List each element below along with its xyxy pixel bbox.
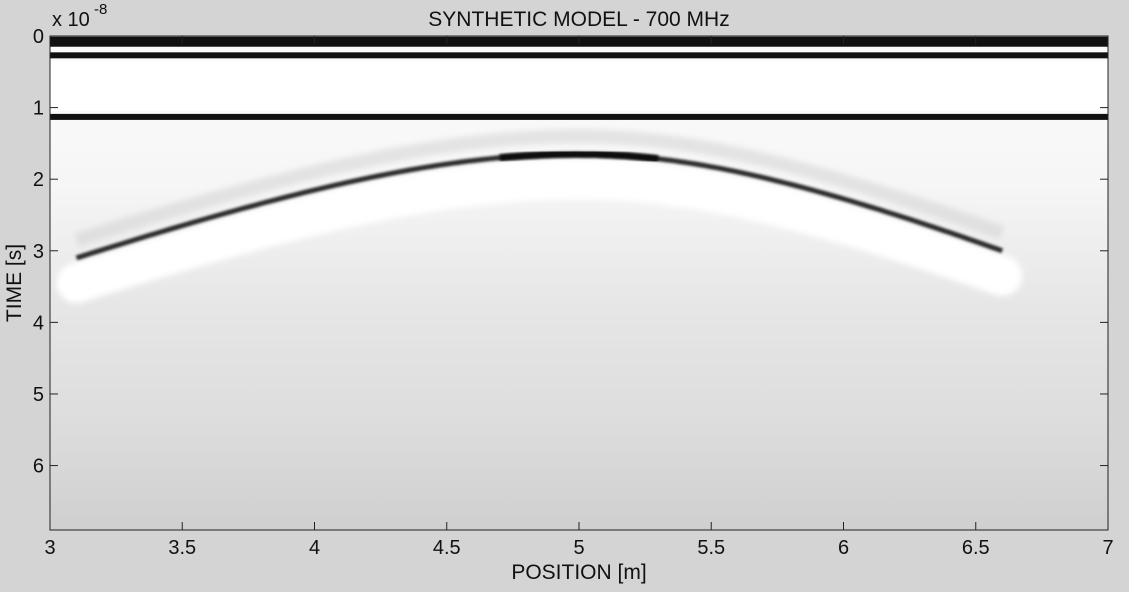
y-tick-label: 5 [33, 384, 44, 406]
x-tick-label: 4.5 [433, 537, 461, 559]
y-tick-label: 2 [33, 169, 44, 191]
y-axis: 0 1 2 3 4 5 6 [33, 26, 1108, 478]
hyperbola-shadow [74, 129, 1005, 247]
x-tick-label: 7 [1102, 537, 1113, 559]
x-tick-label: 3 [44, 537, 55, 559]
y-exponent-base: x 10 [52, 9, 90, 31]
reflection-band [50, 113, 1108, 120]
x-axis-label: POSITION [m] [511, 561, 646, 584]
y-tick-label: 0 [33, 26, 44, 48]
chart-title: SYNTHETIC MODEL - 700 MHz [428, 8, 729, 31]
bright-zone [50, 61, 1108, 112]
reflection-band [50, 52, 1108, 59]
y-exponent-power: -8 [94, 1, 107, 18]
y-tick-label: 4 [33, 312, 44, 334]
x-tick-label: 4 [309, 537, 320, 559]
y-tick-label: 3 [33, 241, 44, 263]
hyperbola-apex [499, 150, 659, 163]
x-tick-label: 6.5 [962, 537, 990, 559]
x-axis: 3 3.5 4 4.5 5 5.5 6 6.5 7 [44, 36, 1114, 559]
x-tick-label: 3.5 [168, 537, 196, 559]
hyperbola-halo [56, 159, 1023, 303]
y-axis-label: TIME [s] [3, 244, 26, 322]
x-tick-label: 5.5 [697, 537, 725, 559]
x-tick-label: 6 [838, 537, 849, 559]
y-tick-label: 1 [33, 98, 44, 120]
x-tick-label: 5 [573, 537, 584, 559]
y-tick-label: 6 [33, 456, 44, 478]
